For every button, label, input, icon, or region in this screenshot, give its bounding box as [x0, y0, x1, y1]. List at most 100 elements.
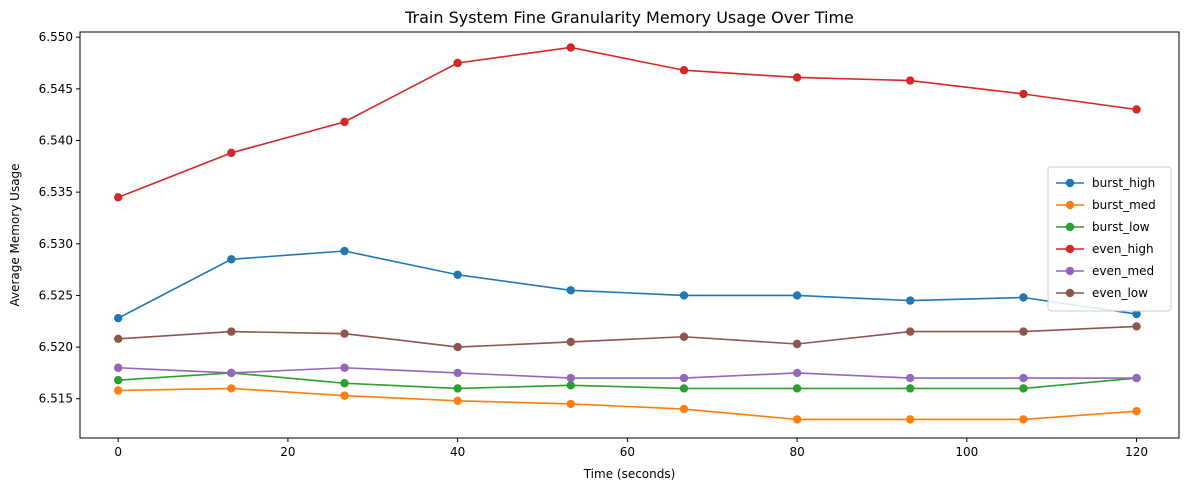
data-point-even_med — [340, 363, 349, 372]
data-point-burst_high — [227, 255, 236, 264]
data-point-burst_med — [679, 404, 689, 414]
series-burst_high — [113, 246, 1141, 323]
y-tick-label: 6.525 — [39, 288, 73, 302]
series-even_high — [113, 43, 1141, 202]
series-even_med — [113, 363, 1141, 383]
data-point-even_high — [792, 73, 802, 82]
data-point-burst_low — [566, 381, 575, 390]
data-point-burst_med — [906, 415, 915, 424]
series-line-even_med — [118, 366, 1137, 379]
data-point-even_low — [227, 327, 236, 336]
x-tick-label: 40 — [450, 445, 465, 459]
data-point-even_med — [227, 368, 236, 378]
legend-label: burst_high — [1092, 176, 1155, 190]
data-point-burst_high — [906, 296, 915, 305]
data-point-even_low — [1132, 322, 1141, 331]
data-point-even_med — [679, 373, 689, 383]
data-point-burst_high — [792, 291, 802, 300]
data-point-even_med — [113, 363, 123, 372]
data-point-even_low — [113, 334, 123, 344]
legend-label: burst_med — [1092, 198, 1156, 212]
data-point-burst_med — [566, 399, 575, 409]
data-point-even_med — [906, 373, 915, 383]
x-axis-label: Time (seconds) — [583, 467, 676, 481]
legend-item-burst_high: burst_high — [1056, 176, 1155, 190]
data-point-burst_high — [453, 270, 462, 279]
data-point-even_low — [453, 342, 462, 352]
data-point-burst_low — [906, 384, 915, 393]
legend-item-even_med: even_med — [1056, 264, 1154, 278]
data-point-burst_high — [1019, 293, 1028, 302]
legend-label: even_low — [1092, 286, 1148, 300]
legend-label: burst_low — [1092, 220, 1150, 234]
series-burst_med — [113, 384, 1141, 424]
x-tick-label: 60 — [620, 445, 635, 459]
data-point-even_med — [566, 373, 575, 383]
y-tick-label: 6.545 — [39, 82, 73, 96]
y-tick-label: 6.550 — [39, 30, 73, 44]
legend: burst_high burst_med burst_low even_higheve… — [1047, 166, 1172, 312]
data-point-even_low — [566, 337, 575, 347]
data-point-even_low — [792, 339, 802, 349]
data-point-burst_low — [453, 384, 462, 393]
data-point-burst_med — [113, 386, 123, 395]
y-tick-label: 6.535 — [39, 185, 73, 199]
series-line-burst_low — [118, 372, 1137, 390]
data-point-burst_med — [227, 384, 236, 393]
data-point-even_med — [792, 368, 802, 378]
data-point-even_med — [1132, 373, 1141, 383]
data-point-even_high — [566, 43, 575, 52]
y-tick-label: 6.520 — [39, 340, 73, 354]
data-point-even_high — [679, 66, 689, 75]
series-line-burst_high — [117, 250, 1137, 319]
data-point-even_med — [453, 368, 462, 378]
legend-marker — [1065, 200, 1075, 210]
legend-item-burst_med: burst_med — [1056, 198, 1156, 212]
data-point-burst_med — [1132, 406, 1141, 416]
data-point-burst_low — [1019, 384, 1028, 393]
plot-area: 0 20 40 60 80 100 120 6.515 6.520 6.525 6.530 6.535… — [39, 30, 1180, 459]
y-tick-label: 6.540 — [39, 133, 73, 147]
series-line-burst_med — [118, 387, 1137, 421]
data-point-even_high — [227, 148, 236, 158]
legend-marker — [1065, 178, 1075, 188]
data-point-burst_low — [340, 379, 349, 388]
x-tick-label: 120 — [1125, 445, 1148, 459]
legend-item-even_high: even_high — [1056, 242, 1154, 256]
series-even_low — [113, 322, 1141, 352]
legend-marker — [1065, 222, 1075, 232]
data-point-even_high — [340, 117, 349, 127]
legend-marker — [1065, 288, 1075, 298]
legend-item-even_low: even_low — [1056, 286, 1148, 300]
data-point-burst_low — [679, 384, 689, 393]
y-tick-label: 6.530 — [39, 237, 73, 251]
data-point-even_high — [1019, 89, 1028, 99]
data-point-burst_high — [679, 291, 689, 300]
data-point-even_low — [1019, 327, 1028, 336]
data-point-burst_high — [1132, 309, 1141, 319]
data-point-even_high — [113, 193, 123, 202]
legend-label: even_med — [1092, 264, 1154, 278]
series-line-even_low — [118, 325, 1137, 348]
data-point-burst_med — [792, 415, 802, 424]
legend-marker — [1065, 244, 1075, 254]
legend-marker — [1065, 266, 1075, 276]
data-point-even_low — [679, 332, 689, 341]
data-point-even_high — [906, 76, 915, 85]
x-tick-label: 80 — [789, 445, 804, 459]
x-tick-label: 100 — [955, 445, 978, 459]
legend-item-burst_low: burst_low — [1056, 220, 1150, 234]
data-point-burst_low — [113, 375, 123, 385]
data-point-even_low — [906, 327, 915, 336]
plot-frame — [79, 31, 1180, 439]
data-point-burst_high — [566, 286, 575, 295]
data-point-even_high — [453, 58, 462, 68]
data-point-burst_med — [1019, 415, 1028, 424]
y-tick-label: 6.515 — [39, 392, 73, 406]
series-line-even_high — [117, 46, 1137, 199]
data-point-burst_low — [792, 384, 802, 393]
data-point-even_med — [1019, 373, 1028, 383]
chart-title: Train System Fine Granularity Memory Usa… — [404, 8, 854, 27]
data-point-burst_high — [340, 246, 349, 256]
